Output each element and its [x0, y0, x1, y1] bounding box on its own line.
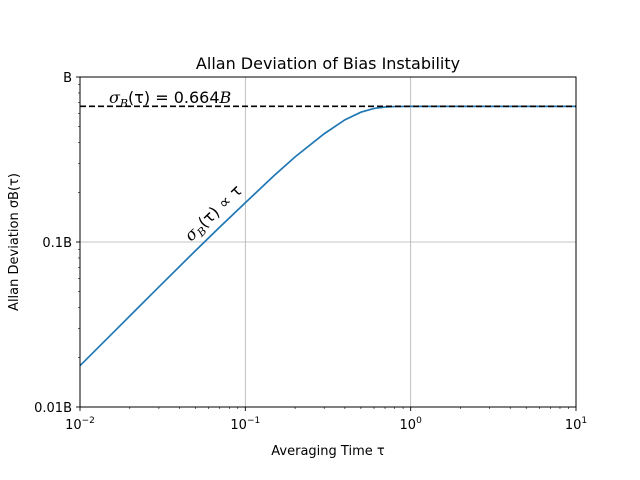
- y-tick-label-0: 0.01B: [34, 401, 72, 416]
- x-axis-label: Averaging Time τ: [271, 444, 385, 459]
- x-tick-label-1: 10−1: [230, 416, 260, 433]
- y-tick-label-2: B: [63, 71, 72, 86]
- y-tick-label-1: 0.1B: [42, 236, 72, 251]
- slope-annotation: σB(τ) ∝ τ: [181, 181, 248, 247]
- y-axis-ticks: 0.01B 0.1B B: [34, 71, 80, 416]
- x-axis-ticks: 10−2 10−1 100 101: [65, 407, 587, 433]
- plateau-annotation: σB(τ) = 0.664B: [109, 88, 232, 110]
- series-line-allan-deviation: [79, 105, 576, 367]
- y-axis-label: Allan Deviation σB(τ): [7, 173, 22, 311]
- grid-lines: [79, 76, 577, 408]
- x-tick-label-2: 100: [400, 416, 423, 433]
- x-tick-label-0: 10−2: [65, 416, 95, 433]
- chart-title: Allan Deviation of Bias Instability: [196, 54, 460, 73]
- x-tick-label-3: 101: [565, 416, 587, 433]
